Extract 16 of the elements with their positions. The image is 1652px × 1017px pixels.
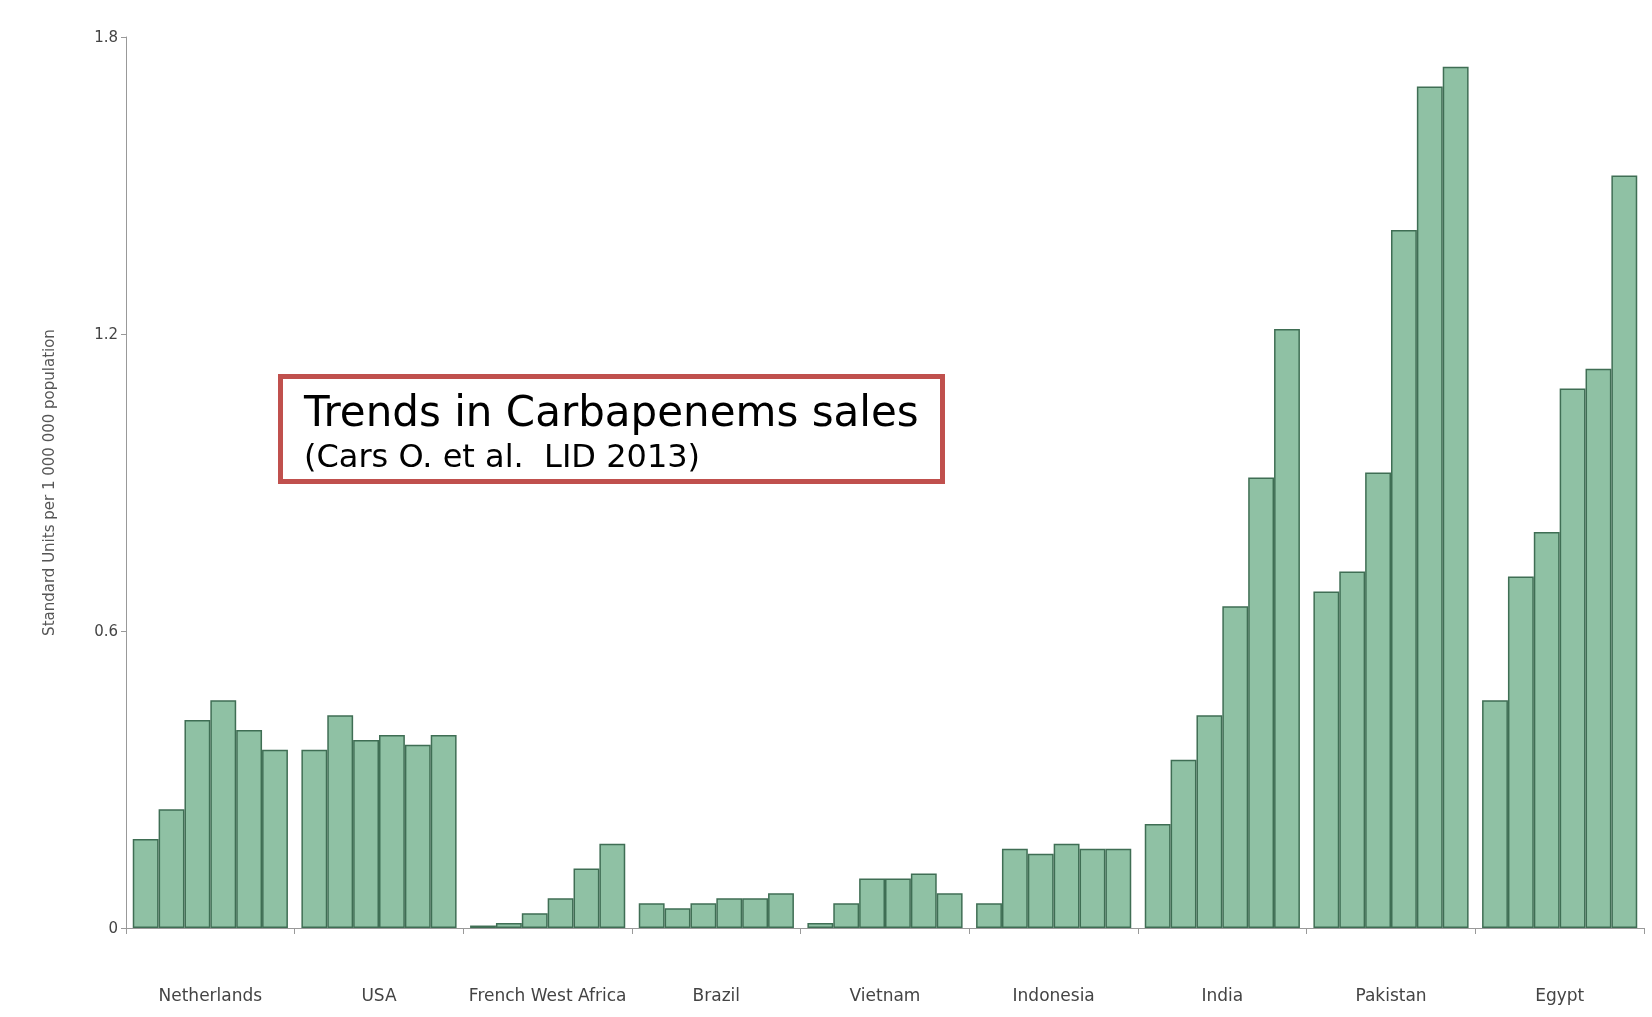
x-tick-label: French West Africa (468, 984, 627, 1005)
x-tick-label: India (1201, 984, 1244, 1005)
x-tick-label: Brazil (692, 984, 741, 1005)
x-tick-label: Egypt (1535, 984, 1585, 1005)
x-tick-label: Pakistan (1355, 984, 1427, 1005)
x-tick-label: Indonesia (1012, 984, 1095, 1005)
y-tick-label: 1.8 (94, 28, 118, 46)
y-tick-label: 0 (108, 919, 118, 937)
x-tick-label: Netherlands (158, 984, 263, 1005)
y-tick-label: 1.2 (94, 325, 118, 343)
x-tick-label: Vietnam (849, 984, 921, 1005)
text: (Cars O. et al. LID 2013) (304, 437, 701, 475)
text: Trends in Carbapenems sales (303, 386, 919, 436)
y-tick-label: 0.6 (94, 622, 118, 640)
x-tick-label: USA (361, 984, 397, 1005)
y-axis-title: Standard Units per 1 000 000 population (39, 329, 58, 636)
